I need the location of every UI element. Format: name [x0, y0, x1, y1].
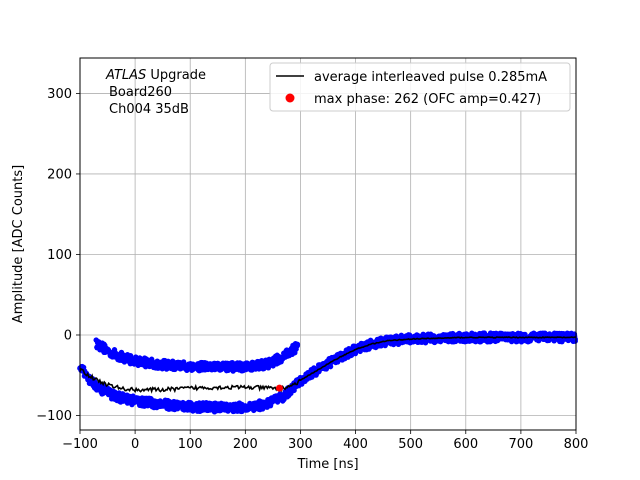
- x-tick-label: 400: [343, 437, 368, 452]
- sample-point: [294, 341, 301, 348]
- y-tick-label: 100: [47, 248, 72, 263]
- x-tick-label: 300: [288, 437, 313, 452]
- y-tick-label: 300: [47, 87, 72, 102]
- x-tick-label: −100: [62, 437, 98, 452]
- axis-ticks: −100 0 100 200 300 400 500 600 700 800 −100 0 100 200…: [36, 87, 588, 452]
- y-axis-label: Amplitude [ADC Counts]: [11, 165, 26, 323]
- sample-point: [572, 338, 578, 344]
- annotation-channel: Ch004 35dB: [109, 102, 189, 117]
- y-tick-label: 0: [64, 328, 72, 343]
- x-tick-label: 0: [131, 437, 139, 452]
- svg-text:ATLAS Upgrade: ATLAS Upgrade: [105, 68, 206, 83]
- annotation-rest: Upgrade: [146, 68, 206, 83]
- average-pulse-line: [79, 336, 577, 394]
- annotation-italic: ATLAS: [105, 68, 146, 83]
- x-tick-label: 100: [178, 437, 203, 452]
- sample-point: [112, 389, 118, 395]
- max-phase-marker: [276, 384, 284, 392]
- annotation-board: Board260: [109, 85, 172, 100]
- legend: average interleaved pulse 0.285mA max ph…: [269, 62, 571, 112]
- legend-entry-average-pulse: average interleaved pulse 0.285mA: [314, 70, 547, 85]
- sample-point: [327, 363, 334, 370]
- x-tick-label: 600: [453, 437, 478, 452]
- sample-points: [77, 330, 578, 415]
- x-axis-label: Time [ns]: [296, 457, 358, 472]
- y-tick-label: −100: [36, 409, 72, 424]
- y-tick-label: 200: [47, 167, 72, 182]
- x-tick-label: 700: [508, 437, 533, 452]
- x-tick-label: 500: [398, 437, 423, 452]
- legend-entry-max-phase: max phase: 262 (OFC amp=0.427): [314, 92, 541, 107]
- average-pulse-layer: [79, 336, 577, 394]
- plot-frame: [79, 57, 577, 431]
- legend-marker-swatch: [285, 93, 295, 103]
- atlas-annotation: ATLAS Upgrade Board260 Ch004 35dB: [105, 68, 206, 117]
- legend-box: [269, 62, 571, 112]
- x-tick-label: 200: [233, 437, 258, 452]
- grid-lines: [79, 58, 577, 430]
- x-tick-label: 800: [564, 437, 589, 452]
